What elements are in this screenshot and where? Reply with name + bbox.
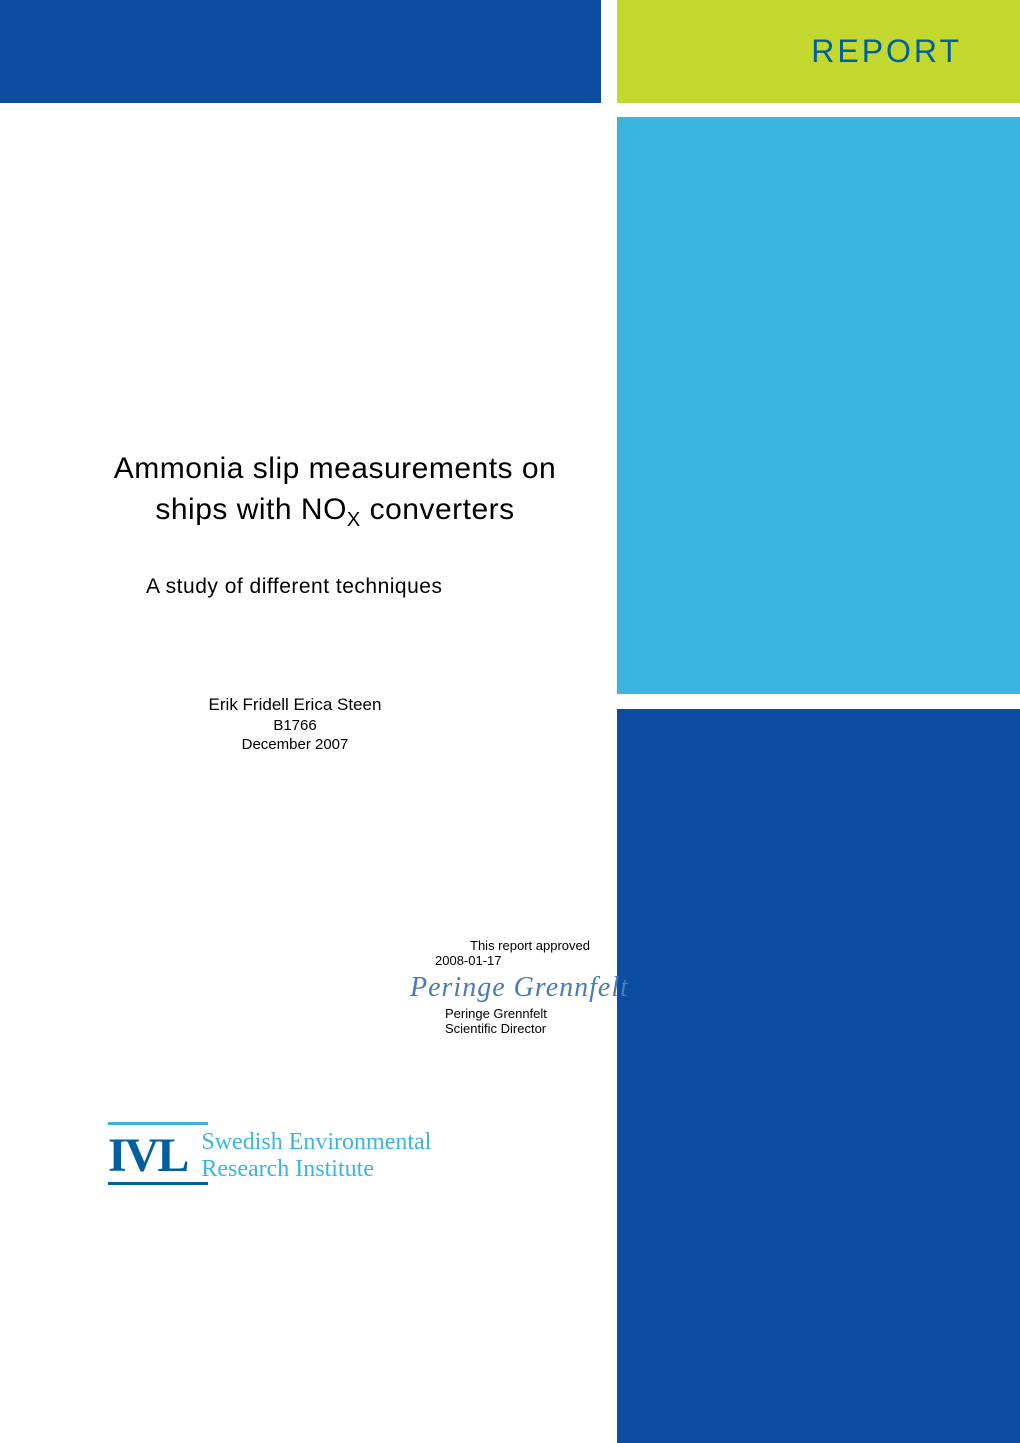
institute-line1: Swedish Environmental: [201, 1129, 431, 1155]
signature: Peringe Grennfelt: [410, 972, 630, 1004]
approved-date: 2008-01-17: [435, 953, 630, 968]
title-pre: ships with NO: [155, 493, 347, 526]
ivl-acronym: IVL: [108, 1128, 187, 1183]
institute-text: Swedish Environmental Research Institute: [201, 1129, 431, 1182]
author-names: Erik Fridell Erica Steen: [95, 695, 495, 715]
approval-block: This report approved 2008-01-17 Peringe …: [430, 938, 630, 1036]
right-cyan-block: [617, 117, 1020, 694]
top-blue-bar: [0, 0, 601, 103]
authors-block: Erik Fridell Erica Steen B1766 December …: [95, 695, 495, 753]
title-line-2: ships with NOX converters: [95, 490, 575, 534]
ivl-top-line-icon: [108, 1122, 208, 1125]
institute-line2: Research Institute: [201, 1156, 431, 1182]
ivl-logo-wrapper: IVL: [108, 1128, 187, 1183]
logo-block: IVL Swedish Environmental Research Insti…: [108, 1128, 431, 1183]
main-title: Ammonia slip measurements on ships with …: [95, 449, 575, 534]
ivl-bottom-line-icon: [108, 1182, 208, 1185]
approved-text: This report approved: [430, 938, 630, 953]
title-post: converters: [361, 493, 515, 526]
title-subscript: X: [347, 509, 361, 531]
director-name: Peringe Grennfelt: [445, 1006, 630, 1021]
subtitle: A study of different techniques: [146, 575, 442, 599]
director-title: Scientific Director: [445, 1021, 630, 1036]
title-line-1: Ammonia slip measurements on: [95, 449, 575, 490]
report-date: December 2007: [95, 736, 495, 753]
right-blue-block: [617, 709, 1020, 1443]
report-number: B1766: [95, 717, 495, 734]
report-label: REPORT: [811, 33, 962, 70]
top-green-bar: REPORT: [617, 0, 1020, 103]
